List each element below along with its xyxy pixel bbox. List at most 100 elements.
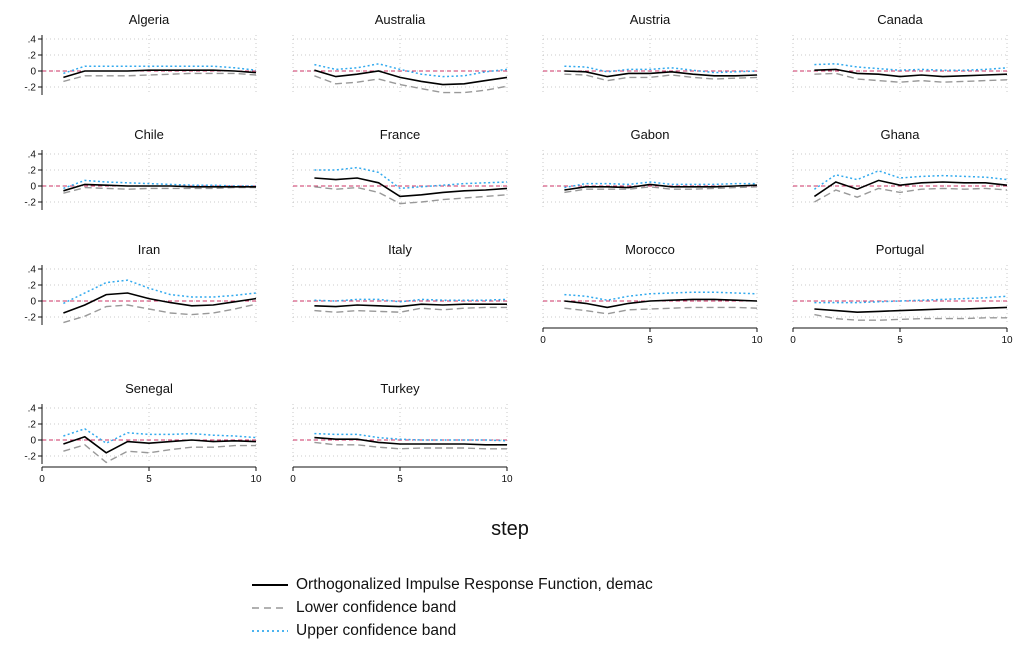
irf-line — [564, 298, 758, 309]
lower-band-line — [314, 75, 508, 94]
upper-band-line — [814, 63, 1008, 71]
panel-ghana: Ghana — [792, 127, 1008, 210]
x-axis-label: step — [491, 518, 529, 540]
irf-line — [314, 177, 508, 198]
x-tick-label: 0 — [790, 335, 796, 346]
lower-band-line — [564, 186, 758, 194]
panel-title: Chile — [134, 127, 164, 142]
upper-band-line — [564, 181, 757, 189]
lower-band-line — [63, 186, 256, 194]
lower-band-line — [63, 444, 256, 464]
panel-canada: Canada — [792, 12, 1008, 95]
x-tick-label: 5 — [647, 335, 653, 346]
irf-line — [814, 306, 1008, 314]
panel-portugal: Portugal 0 5 10 — [790, 242, 1013, 346]
y-tick-label: .2 — [28, 420, 37, 431]
y-tick-label: .2 — [28, 51, 37, 62]
upper-band-line — [314, 298, 508, 303]
x-tick-label: 0 — [290, 474, 296, 485]
lower-band-line — [564, 306, 758, 315]
panel-title: Ghana — [880, 127, 920, 142]
x-tick-label: 5 — [897, 335, 903, 346]
irf-line — [63, 292, 257, 314]
panel-austria: Austria — [542, 12, 758, 95]
upper-band-line — [63, 179, 256, 190]
legend-key-dashed-line — [252, 606, 288, 609]
upper-band-line — [314, 166, 508, 190]
irf-line — [63, 69, 257, 79]
panel-title: Canada — [877, 12, 923, 27]
panel-title: Austria — [630, 12, 671, 27]
legend-item-upper: Upper confidence band — [250, 619, 770, 642]
x-tick-label: 5 — [146, 474, 152, 485]
panel-algeria: Algeria .4 .2 0 -.2 — [24, 12, 257, 95]
y-tick-label: .4 — [28, 265, 37, 276]
panel-title: Iran — [138, 242, 160, 257]
legend-key-dotted-line — [252, 629, 288, 632]
upper-band-line — [813, 169, 1008, 190]
upper-band-line — [63, 427, 257, 445]
x-tick-label: 5 — [397, 474, 403, 485]
irf-line — [63, 183, 256, 192]
y-tick-label: 0 — [30, 67, 36, 78]
panel-iran: Iran .4 .2 0 -.2 — [24, 242, 257, 325]
upper-band-line — [63, 65, 257, 75]
y-tick-label: -.2 — [24, 313, 36, 324]
irf-line — [814, 68, 1008, 78]
panel-senegal: Senegal.4.20-.20 5 10 — [24, 381, 262, 485]
x-tick-label: 10 — [501, 474, 513, 485]
panel-france: France — [292, 127, 508, 210]
panel-title: Morocco — [625, 242, 675, 257]
panel-title: Australia — [375, 12, 426, 27]
y-tick-label: .4 — [28, 404, 37, 415]
x-tick-label: 10 — [1001, 335, 1013, 346]
x-tick-label: 10 — [250, 474, 262, 485]
legend-label-lower: Lower confidence band — [296, 598, 457, 616]
lower-band-line — [63, 303, 257, 324]
panel-italy: Italy — [292, 242, 508, 325]
lower-band-line — [314, 306, 507, 313]
irf-line — [564, 183, 758, 191]
irf-line — [813, 179, 1008, 198]
legend-item-irf: Orthogonalized Impulse Response Function… — [250, 573, 770, 596]
y-tick-label: -.2 — [24, 452, 36, 463]
y-tick-label: .4 — [28, 35, 37, 46]
upper-band-line — [564, 291, 758, 301]
upper-band-line — [314, 63, 508, 78]
y-tick-label: -.2 — [24, 83, 36, 94]
panel-title: France — [380, 127, 420, 142]
legend-label-upper: Upper confidence band — [296, 621, 457, 639]
y-tick-label: 0 — [30, 182, 36, 193]
legend-label-irf: Orthogonalized Impulse Response Function… — [296, 575, 653, 593]
x-tick-label: 0 — [540, 335, 546, 346]
panel-morocco: Morocco 0 5 10 — [540, 242, 763, 346]
lower-band-line — [63, 72, 257, 83]
upper-band-line — [564, 65, 758, 74]
panel-gabon: Gabon — [542, 127, 758, 210]
y-tick-label: 0 — [30, 436, 36, 447]
panel-title: Portugal — [876, 242, 925, 257]
panel-title: Senegal — [125, 381, 173, 396]
irf-line — [314, 436, 507, 446]
legend-key-solid-line — [252, 583, 288, 586]
panel-chile: Chile .4 .2 0 -.2 — [24, 127, 257, 210]
y-tick-label: .4 — [28, 150, 37, 161]
irf-line — [314, 69, 508, 86]
y-tick-label: 0 — [30, 297, 36, 308]
panel-title: Turkey — [380, 381, 420, 396]
irf-line — [314, 303, 507, 308]
panel-australia: Australia — [292, 12, 508, 95]
upper-band-line — [814, 295, 1008, 304]
irf-line — [564, 70, 758, 78]
x-tick-label: 10 — [751, 335, 763, 346]
panel-turkey: Turkey 0 5 10 — [290, 381, 513, 485]
y-tick-label: .2 — [28, 281, 37, 292]
panel-title: Italy — [388, 242, 412, 257]
x-tick-label: 0 — [39, 474, 45, 485]
lower-band-line — [814, 187, 1008, 203]
irf-line — [63, 435, 257, 454]
upper-band-line — [314, 432, 508, 442]
panel-title: Algeria — [129, 12, 170, 27]
y-tick-label: -.2 — [24, 198, 36, 209]
